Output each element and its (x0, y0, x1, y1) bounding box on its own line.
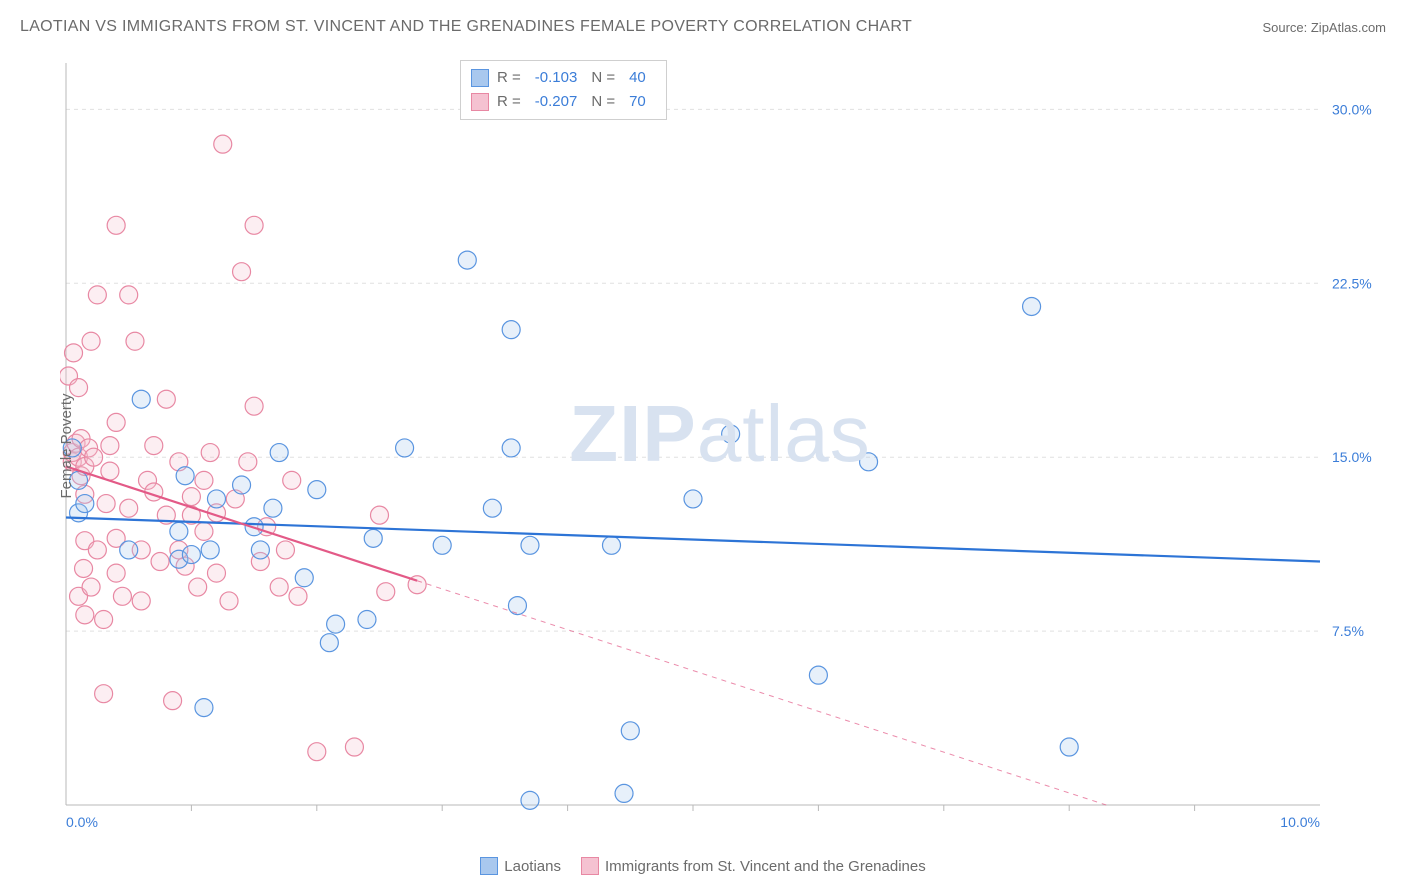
correlation-legend: R = -0.103 N = 40 R = -0.207 N = 70 (460, 60, 667, 120)
legend-swatch (480, 857, 498, 875)
legend-swatch (581, 857, 599, 875)
r-value-2: -0.207 (535, 90, 578, 114)
correlation-row-2: R = -0.207 N = 70 (471, 90, 652, 114)
chart-title: LAOTIAN VS IMMIGRANTS FROM ST. VINCENT A… (20, 18, 912, 36)
legend-item: Immigrants from St. Vincent and the Gren… (581, 857, 926, 875)
svg-text:0.0%: 0.0% (66, 814, 98, 830)
r-label: R = (497, 90, 521, 114)
chart-area: ZIPatlas 7.5%15.0%22.5%30.0%0.0%10.0% (60, 55, 1380, 845)
y-axis-label: Female Poverty (58, 393, 75, 498)
svg-text:10.0%: 10.0% (1280, 814, 1320, 830)
r-label: R = (497, 66, 521, 90)
svg-text:7.5%: 7.5% (1332, 623, 1364, 639)
legend-item: Laotians (480, 857, 561, 875)
r-value-1: -0.103 (535, 66, 578, 90)
scatter-chart: 7.5% 15.0% 22.5% 30.0% 0.0% 10.0% (60, 55, 1380, 845)
swatch-series-2 (471, 93, 489, 111)
correlation-row-1: R = -0.103 N = 40 (471, 66, 652, 90)
n-label: N = (591, 66, 615, 90)
bottom-legend: Laotians Immigrants from St. Vincent and … (0, 857, 1406, 879)
svg-text:30.0%: 30.0% (1332, 101, 1372, 117)
source-label: Source: ZipAtlas.com (1262, 20, 1386, 35)
legend-label: Laotians (504, 858, 561, 875)
legend-label: Immigrants from St. Vincent and the Gren… (605, 858, 926, 875)
n-value-2: 70 (629, 90, 646, 114)
n-value-1: 40 (629, 66, 646, 90)
svg-text:22.5%: 22.5% (1332, 275, 1372, 291)
svg-text:15.0%: 15.0% (1332, 449, 1372, 465)
swatch-series-1 (471, 69, 489, 87)
n-label: N = (591, 90, 615, 114)
